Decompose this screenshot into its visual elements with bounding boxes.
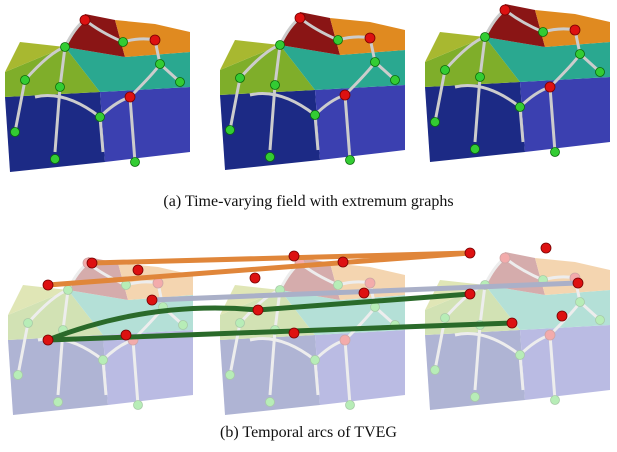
faded-surfaces xyxy=(8,252,610,415)
figure: (a) Time-varying field with extremum gra… xyxy=(0,0,617,452)
surface-2 xyxy=(220,12,405,170)
caption-b: (b) Temporal arcs of TVEG xyxy=(0,424,617,442)
caption-a: (a) Time-varying field with extremum gra… xyxy=(0,193,617,211)
surface-1 xyxy=(5,14,190,172)
figure-art xyxy=(0,0,617,452)
surface-3 xyxy=(425,4,610,162)
